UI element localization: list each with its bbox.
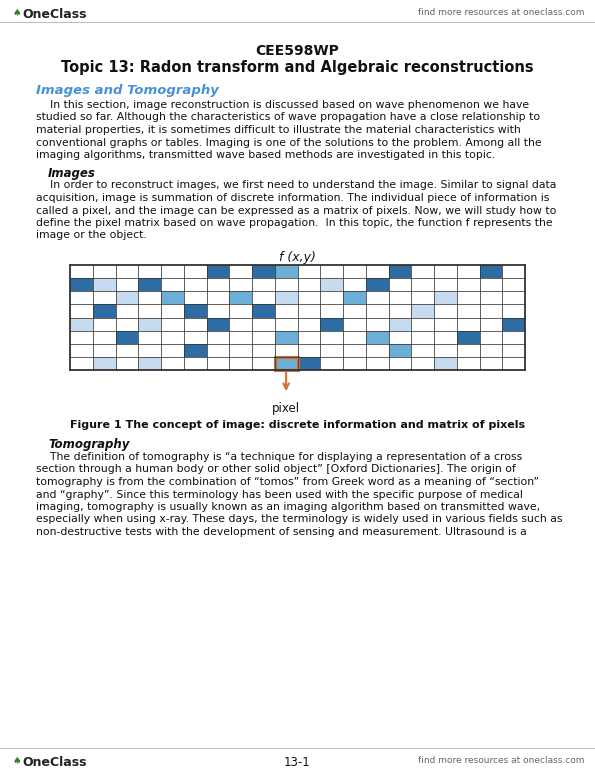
Bar [366,330,389,343]
Text: material properties, it is sometimes difficult to illustrate the material charac: material properties, it is sometimes dif… [36,125,521,135]
Text: Figure 1 The concept of image: discrete information and matrix of pixels: Figure 1 The concept of image: discrete … [70,420,525,430]
Text: called a pixel, and the image can be expressed as a matrix of pixels. Now, we wi: called a pixel, and the image can be exp… [36,206,556,216]
Bar [275,330,298,343]
Bar [206,317,229,330]
Text: Topic 13: Radon transform and Algebraic reconstructions: Topic 13: Radon transform and Algebraic … [61,60,534,75]
Text: f (x,y): f (x,y) [279,251,316,264]
Text: In this section, image reconstruction is discussed based on wave phenomenon we h: In this section, image reconstruction is… [36,100,529,110]
Text: ♠: ♠ [12,756,21,766]
Bar [457,330,480,343]
Bar [115,330,138,343]
Bar [70,317,93,330]
Bar [93,357,115,370]
Text: define the pixel matrix based on wave propagation.  In this topic, the function : define the pixel matrix based on wave pr… [36,218,553,228]
Bar [206,265,229,278]
Bar [184,343,206,357]
Text: OneClass: OneClass [22,756,86,769]
Text: conventional graphs or tables. Imaging is one of the solutions to the problem. A: conventional graphs or tables. Imaging i… [36,138,541,148]
Bar [70,278,93,291]
Text: Tomography: Tomography [48,438,129,451]
Bar [434,357,457,370]
Text: tomography is from the combination of “tomos” from Greek word as a meaning of “s: tomography is from the combination of “t… [36,477,539,487]
Text: Images and Tomography: Images and Tomography [36,84,219,97]
Bar [184,304,206,317]
Bar [298,357,320,370]
Text: imaging, tomography is usually known as an imaging algorithm based on transmitte: imaging, tomography is usually known as … [36,502,540,512]
Bar [411,304,434,317]
Text: The definition of tomography is “a technique for displaying a representation of : The definition of tomography is “a techn… [36,452,522,462]
Text: image or the object.: image or the object. [36,230,147,240]
Bar [138,317,161,330]
Text: acquisition, image is summation of discrete information. The individual piece of: acquisition, image is summation of discr… [36,193,549,203]
Text: imaging algorithms, transmitted wave based methods are investigated in this topi: imaging algorithms, transmitted wave bas… [36,150,495,160]
Text: studied so far. Although the characteristics of wave propagation have a close re: studied so far. Although the characteris… [36,112,540,122]
Bar [389,265,411,278]
Bar [275,357,298,370]
Bar [275,265,298,278]
Text: find more resources at oneclass.com: find more resources at oneclass.com [418,8,585,17]
Text: and “graphy”. Since this terminology has been used with the specific purpose of : and “graphy”. Since this terminology has… [36,490,523,500]
Bar [366,278,389,291]
Bar [93,278,115,291]
Bar [275,357,298,370]
Text: OneClass: OneClass [22,8,86,21]
Text: especially when using x-ray. These days, the terminology is widely used in vario: especially when using x-ray. These days,… [36,514,562,524]
Text: non-destructive tests with the development of sensing and measurement. Ultrasoun: non-destructive tests with the developme… [36,527,527,537]
Text: find more resources at oneclass.com: find more resources at oneclass.com [418,756,585,765]
Bar [252,304,275,317]
Bar [320,317,343,330]
Bar [70,265,525,370]
Bar [229,291,252,304]
Bar [480,265,502,278]
Bar [275,291,298,304]
Text: pixel: pixel [272,402,300,415]
Bar [434,291,457,304]
Bar [389,317,411,330]
Text: 13-1: 13-1 [284,756,311,769]
Text: CEE598WP: CEE598WP [256,44,339,58]
Bar [320,278,343,291]
Text: ♠: ♠ [12,8,21,18]
Text: In order to reconstruct images, we first need to understand the image. Similar t: In order to reconstruct images, we first… [36,180,556,190]
Bar [502,317,525,330]
Text: Images: Images [48,166,96,179]
Bar [161,291,184,304]
Bar [252,265,275,278]
Bar [138,357,161,370]
Bar [115,291,138,304]
Bar [93,304,115,317]
Bar [138,278,161,291]
Bar [389,343,411,357]
Bar [343,291,366,304]
Text: section through a human body or other solid object” [Oxford Dictionaries]. The o: section through a human body or other so… [36,464,516,474]
